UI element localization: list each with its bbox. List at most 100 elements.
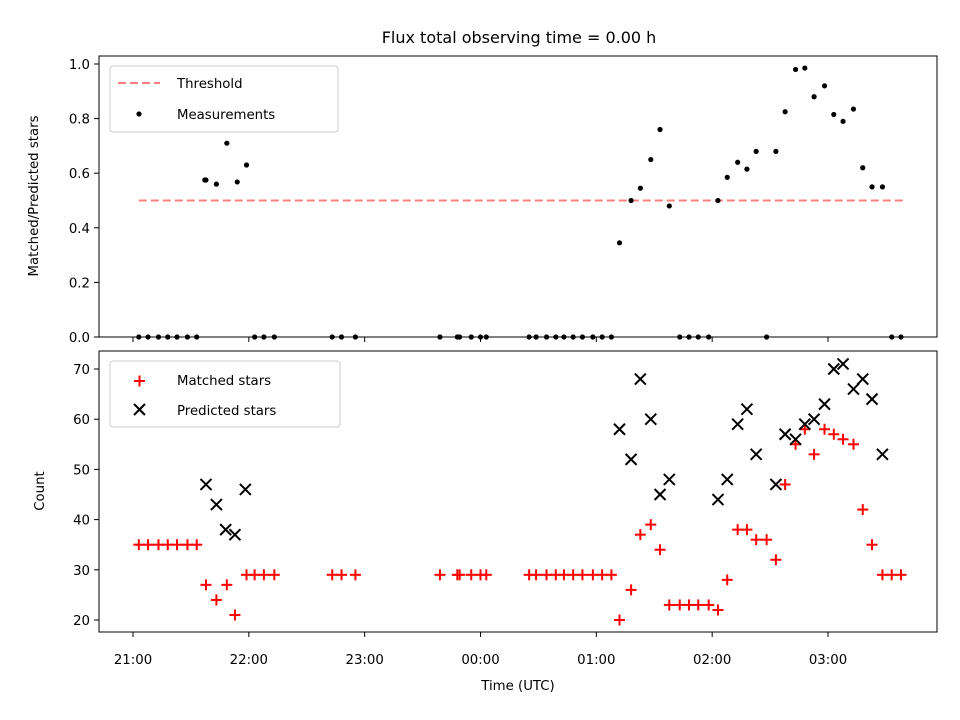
top-legend: Threshold Measurements bbox=[109, 65, 339, 133]
matched-star-point bbox=[750, 534, 762, 546]
predicted-star-point bbox=[210, 498, 223, 511]
matched-star-point bbox=[142, 539, 154, 551]
measurement-point bbox=[879, 184, 886, 190]
legend-measurements-swatch bbox=[136, 111, 142, 117]
matched-star-point bbox=[741, 524, 753, 536]
top-y-tick-label: 0.4 bbox=[69, 222, 90, 237]
matched-star-point bbox=[683, 599, 695, 611]
predicted-star-point bbox=[721, 473, 734, 486]
predicted-star-point bbox=[827, 362, 840, 376]
measurement-point bbox=[616, 240, 623, 246]
matched-star-point bbox=[268, 569, 280, 581]
matched-star-point bbox=[692, 599, 704, 611]
predicted-star-point bbox=[653, 488, 667, 501]
measurement-point bbox=[831, 111, 837, 118]
predicted-star-point bbox=[644, 412, 657, 426]
predicted-star-point bbox=[663, 473, 676, 486]
matched-star-point bbox=[605, 569, 617, 581]
matched-star-point bbox=[191, 539, 203, 551]
matched-star-point bbox=[210, 594, 222, 606]
matched-star-point bbox=[530, 569, 542, 581]
matched-star-point bbox=[480, 569, 492, 581]
predicted-star-point bbox=[818, 397, 831, 411]
x-tick-label: 03:00 bbox=[809, 653, 847, 668]
measurement-point bbox=[657, 126, 663, 133]
top-legend-box bbox=[109, 65, 339, 133]
bottom-y-tick-label: 30 bbox=[73, 564, 90, 579]
matched-star-point bbox=[541, 569, 553, 581]
top-y-tick-label: 0.2 bbox=[69, 276, 90, 291]
matched-star-point bbox=[587, 569, 599, 581]
matched-star-point bbox=[674, 599, 686, 611]
predicted-star-point bbox=[228, 528, 242, 541]
chart-title: Flux total observing time = 0.00 h bbox=[382, 28, 657, 47]
predicted-star-point bbox=[847, 382, 860, 396]
matched-star-point bbox=[721, 574, 733, 586]
measurement-point bbox=[860, 165, 866, 171]
top-y-tick-label: 0.6 bbox=[69, 167, 90, 182]
predicted-star-point bbox=[749, 448, 763, 461]
matched-star-point bbox=[249, 569, 261, 581]
measurement-point bbox=[773, 148, 779, 154]
matched-star-point bbox=[200, 579, 212, 591]
matched-star-point bbox=[181, 539, 193, 551]
bottom-x-ticks: 21:00 22:00 23:00 00:00 01:00 02:00 03:00 bbox=[114, 632, 847, 668]
measurement-point bbox=[782, 109, 788, 115]
measurement-point bbox=[715, 197, 721, 204]
predicted-star-point bbox=[634, 372, 647, 386]
x-axis-label: Time (UTC) bbox=[480, 679, 555, 694]
matched-star-point bbox=[761, 534, 773, 546]
predicted-star-point bbox=[624, 453, 638, 466]
matched-star-point bbox=[712, 604, 724, 616]
top-y-tick-label: 1.0 bbox=[69, 58, 90, 73]
predicted-star-point bbox=[778, 428, 792, 441]
matched-star-point bbox=[349, 569, 361, 581]
bottom-legend-box bbox=[109, 360, 341, 428]
predicted-star-point bbox=[239, 483, 252, 496]
matched-star-point bbox=[645, 519, 657, 531]
measurement-point bbox=[243, 162, 250, 168]
bottom-panel: 20 30 40 50 60 70 21:00 22:00 23:00 00:00 01:00 02… bbox=[33, 350, 938, 694]
predicted-star-point bbox=[807, 412, 821, 426]
matched-star-point bbox=[465, 569, 477, 581]
bottom-marks bbox=[133, 357, 907, 626]
legend-matched-swatch bbox=[134, 375, 145, 387]
matched-star-point bbox=[663, 599, 675, 611]
predicted-star-point bbox=[798, 418, 812, 431]
matched-star-point bbox=[336, 569, 347, 581]
matched-star-point bbox=[576, 569, 588, 581]
matched-star-point bbox=[857, 504, 869, 516]
matched-star-point bbox=[837, 433, 849, 445]
matched-star-point bbox=[258, 569, 270, 581]
predicted-star-point bbox=[865, 392, 879, 406]
legend-threshold-label: Threshold bbox=[176, 77, 243, 92]
matched-star-point bbox=[770, 554, 782, 566]
matched-star-point bbox=[614, 614, 625, 626]
predicted-star-point bbox=[769, 478, 783, 491]
measurement-point bbox=[666, 203, 672, 209]
predicted-star-point bbox=[711, 493, 725, 506]
legend-predicted-swatch bbox=[133, 403, 146, 416]
measurement-point bbox=[224, 140, 230, 146]
matched-star-point bbox=[819, 423, 831, 435]
matched-star-point bbox=[808, 448, 820, 460]
measurement-point bbox=[213, 181, 219, 187]
measurement-point bbox=[792, 66, 799, 73]
matched-star-point bbox=[152, 539, 164, 551]
bottom-legend: Matched stars Predicted stars bbox=[109, 360, 341, 428]
measurement-point bbox=[869, 184, 875, 190]
top-y-tick-label: 0.0 bbox=[69, 331, 90, 346]
measurement-point bbox=[637, 185, 643, 191]
predicted-star-point bbox=[613, 423, 626, 436]
measurement-point bbox=[840, 118, 846, 124]
bottom-y-tick-label: 50 bbox=[73, 463, 90, 478]
measurement-point bbox=[724, 174, 730, 180]
x-tick-label: 23:00 bbox=[346, 653, 384, 668]
matched-star-point bbox=[703, 599, 715, 611]
matched-star-point bbox=[876, 569, 888, 581]
top-marks bbox=[136, 65, 904, 340]
top-y-tick-label: 0.8 bbox=[69, 113, 90, 128]
x-tick-label: 21:00 bbox=[114, 653, 152, 668]
matched-star-point bbox=[221, 579, 233, 591]
